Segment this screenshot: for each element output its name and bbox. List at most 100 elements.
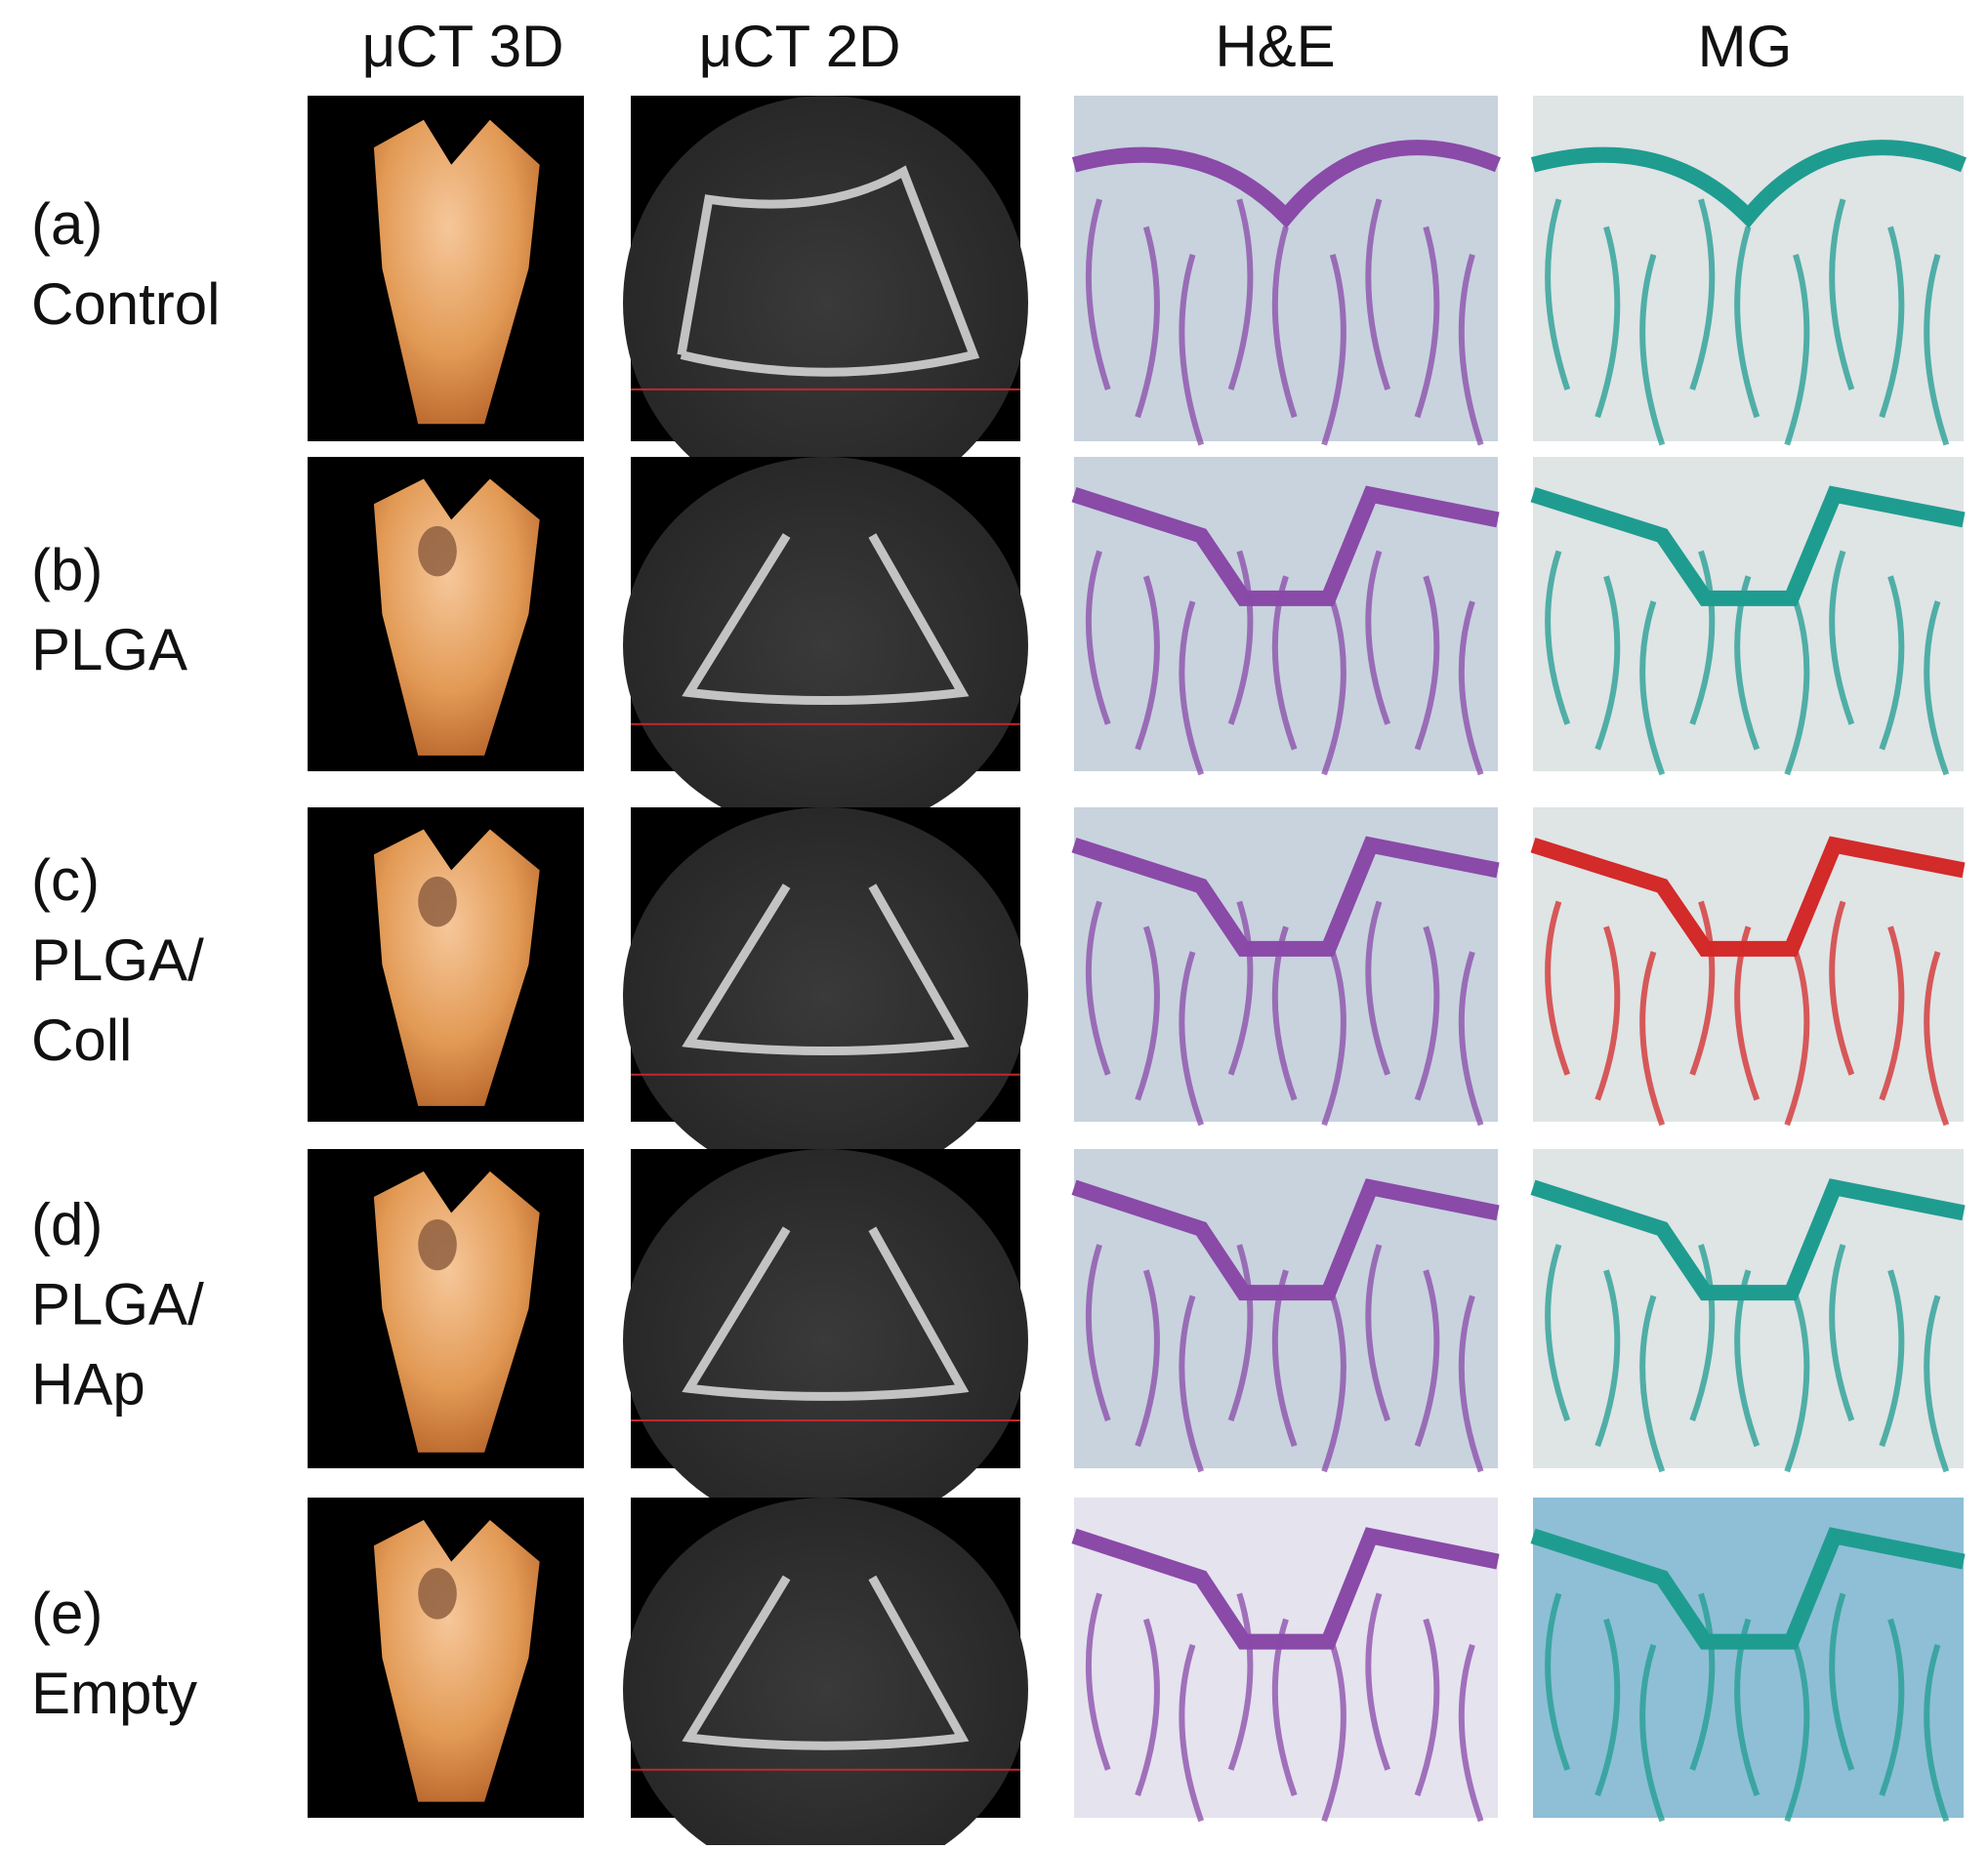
trabecula — [1879, 575, 1905, 751]
trabecula — [1545, 198, 1571, 391]
row-label: HAp — [31, 1351, 145, 1417]
trabecula — [1365, 198, 1391, 391]
panel-image — [308, 807, 584, 1122]
trabecula — [1179, 253, 1205, 446]
row-label: (c) — [31, 847, 100, 913]
trabecula — [1321, 600, 1346, 776]
ct-outline — [682, 533, 970, 706]
panel-image — [308, 1149, 584, 1468]
trabecula — [1784, 253, 1810, 446]
trabecula — [1135, 1618, 1160, 1797]
trabecula — [1179, 1643, 1205, 1823]
trabecula — [1365, 1244, 1390, 1421]
trabecula — [1414, 1618, 1440, 1797]
tissue-surface — [1530, 140, 1967, 228]
tissue-surface — [1530, 485, 1966, 606]
ct-outline — [682, 1226, 970, 1401]
trabecula — [1829, 550, 1855, 725]
ct-outline — [682, 884, 970, 1056]
trabecula — [1829, 198, 1855, 391]
panel-image — [1530, 807, 1966, 1127]
trabecula — [1734, 226, 1760, 419]
panel-image — [1530, 96, 1967, 446]
row-label: PLGA/ — [31, 927, 204, 993]
trabecula — [1227, 550, 1254, 725]
trabecula — [1227, 1592, 1254, 1771]
tissue-surface — [1530, 836, 1966, 957]
trabecula — [1545, 900, 1571, 1076]
trabecula — [1595, 1618, 1621, 1797]
trabecula — [1321, 951, 1346, 1127]
trabecula — [1879, 1618, 1905, 1797]
panel-image — [1071, 96, 1502, 446]
trabecula — [1085, 900, 1111, 1076]
panel-image — [623, 1149, 1028, 1533]
row-label: Empty — [31, 1661, 197, 1726]
trabecula — [1595, 226, 1621, 419]
tissue-surface — [1530, 1178, 1966, 1301]
trabecula — [1879, 925, 1905, 1101]
trabecula — [1689, 198, 1716, 391]
trabecula — [1924, 1295, 1950, 1473]
bone-3d — [373, 829, 540, 1106]
tissue-surface — [1071, 1178, 1500, 1301]
tissue-surface — [1071, 485, 1500, 606]
panel-image — [308, 96, 584, 441]
column-header: H&E — [1215, 14, 1335, 79]
trabecula — [1321, 1643, 1346, 1823]
bone-3d — [373, 1520, 540, 1802]
row-label: PLGA/ — [31, 1271, 204, 1336]
trabecula — [1639, 600, 1666, 776]
trabecula — [1085, 1244, 1111, 1421]
trabecula — [1689, 550, 1716, 725]
tissue-surface — [1071, 836, 1500, 957]
trabecula — [1639, 1643, 1666, 1823]
panel-image — [1530, 1498, 1966, 1823]
trabecula — [1879, 226, 1905, 419]
trabecula — [1879, 1269, 1905, 1448]
panel-image — [623, 96, 1028, 511]
defect — [418, 1568, 457, 1620]
trabecula — [1734, 1269, 1760, 1448]
trabecula — [1639, 1295, 1666, 1473]
ct-section — [623, 457, 1028, 835]
panel-image — [1071, 1498, 1500, 1823]
trabecula — [1135, 1269, 1160, 1448]
trabecula — [1829, 1592, 1855, 1771]
panel-image — [623, 457, 1028, 835]
trabecula — [1227, 1244, 1254, 1421]
trabecula — [1639, 951, 1666, 1127]
trabecula — [1321, 253, 1346, 446]
panel-image — [1530, 457, 1966, 776]
trabecula — [1784, 600, 1810, 776]
panel-image — [1071, 457, 1500, 776]
trabecula — [1689, 1244, 1716, 1421]
defect — [418, 525, 457, 577]
trabecula — [1689, 900, 1716, 1076]
tissue-surface — [1530, 1527, 1966, 1650]
trabecula — [1179, 1295, 1205, 1473]
trabecula — [1365, 900, 1390, 1076]
panel-image — [1071, 1149, 1500, 1473]
tissue-surface — [1071, 140, 1502, 228]
trabecula — [1135, 925, 1160, 1101]
panel-image — [1071, 807, 1500, 1127]
row-label: Control — [31, 271, 220, 337]
trabecula — [1321, 1295, 1346, 1473]
trabecula — [1924, 951, 1950, 1127]
trabecula — [1924, 600, 1950, 776]
trabecula — [1458, 600, 1484, 776]
trabecula — [1924, 1643, 1950, 1823]
trabecula — [1595, 925, 1621, 1101]
panel-image — [308, 1498, 584, 1818]
trabecula — [1734, 1618, 1760, 1797]
trabecula — [1365, 550, 1390, 725]
trabecula — [1829, 900, 1855, 1076]
trabecula — [1595, 1269, 1621, 1448]
trabecula — [1545, 1592, 1571, 1771]
trabecula — [1734, 575, 1760, 751]
panel-image — [308, 457, 584, 771]
tissue-surface — [1071, 1527, 1500, 1650]
trabecula — [1829, 1244, 1855, 1421]
